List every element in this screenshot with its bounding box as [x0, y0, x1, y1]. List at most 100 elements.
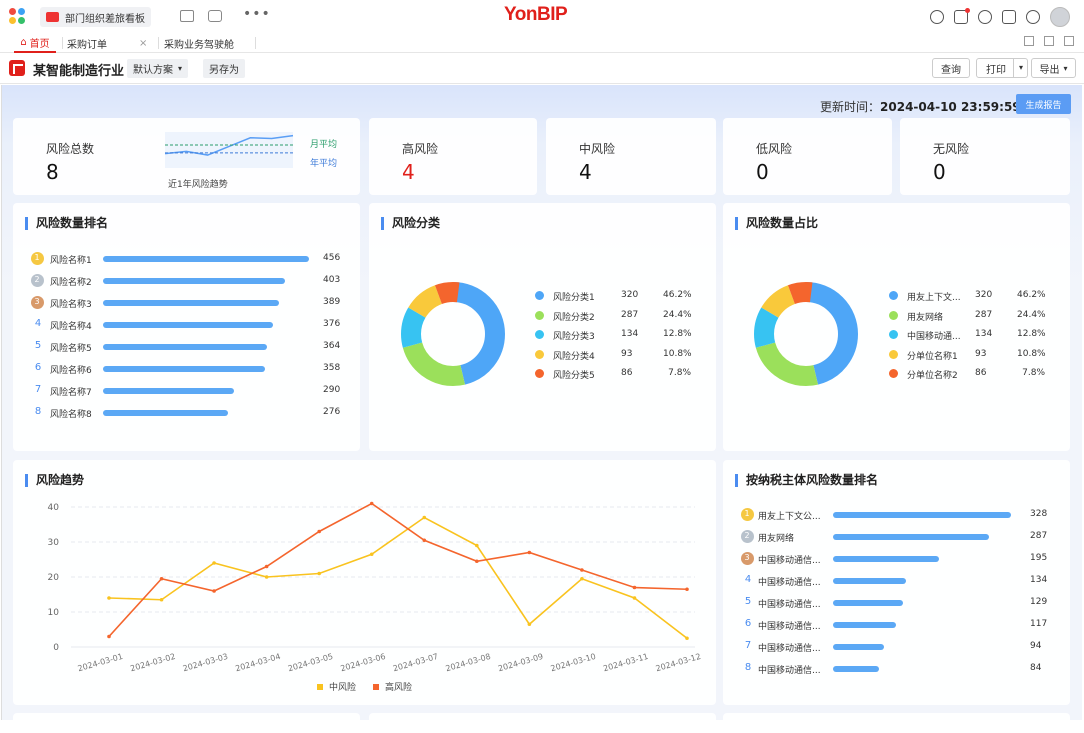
app-grid-icon[interactable]	[9, 8, 27, 26]
rank-value: 376	[323, 319, 341, 329]
tab-purchase-order[interactable]: 采购订单 ×	[67, 33, 147, 53]
rank-number: 1	[34, 253, 40, 262]
save-as-button[interactable]: 另存为	[203, 59, 245, 78]
rank-number: 6	[34, 362, 42, 373]
tab-home[interactable]: ⌂ 首页	[14, 33, 56, 53]
data-point	[317, 571, 321, 576]
data-point	[159, 597, 164, 602]
generate-report-button[interactable]: 生成报告	[1016, 94, 1071, 114]
rank-row: 5 风险名称5 364	[31, 340, 351, 354]
rank-bar	[103, 300, 279, 306]
print-label: 打印	[986, 64, 1006, 76]
rank-name: 中国移动通信...	[758, 578, 821, 588]
legend-dot	[889, 330, 898, 339]
rank-row: 4 中国移动通信... 134	[741, 574, 1071, 588]
data-point	[107, 596, 111, 600]
avatar[interactable]	[1050, 7, 1070, 27]
tab-purchase-cockpit[interactable]: 采购业务驾驶舱	[164, 33, 234, 53]
card-title: 风险趋势	[25, 474, 84, 487]
rank-value: 456	[323, 253, 341, 263]
plan-select[interactable]: 默认方案 ▾	[127, 59, 189, 78]
print-button[interactable]: 打印 ▾	[976, 58, 1028, 78]
legend-percent: 10.8%	[1017, 348, 1046, 359]
rank-name: 用友网络	[758, 534, 795, 544]
rank-value: 134	[1030, 575, 1048, 585]
tabs-bar: ⌂ 首页 采购订单 × 采购业务驾驶舱	[0, 33, 1084, 53]
rank-value: 358	[323, 363, 341, 373]
rank-row: 7 中国移动通信... 94	[741, 640, 1071, 654]
page-title: 某智能制造行业	[33, 64, 125, 79]
rank-number: 3	[744, 553, 750, 562]
bar-track	[103, 366, 309, 372]
upload-icon[interactable]	[1044, 36, 1054, 46]
rank-bar	[103, 322, 273, 328]
data-point	[580, 576, 584, 581]
rank-bar	[103, 410, 228, 416]
rank-number: 7	[34, 384, 42, 395]
update-time: 更新时间：2024-04-10 23:59:59	[820, 98, 1021, 115]
expand-icon[interactable]	[1064, 36, 1074, 46]
rank-row: 3 风险名称3 389	[31, 296, 351, 310]
medal-icon	[741, 530, 754, 543]
settings-icon[interactable]	[1026, 10, 1040, 24]
card-title: 风险分类	[381, 217, 440, 230]
help-icon[interactable]	[930, 10, 944, 24]
card-title: 按纳税主体风险数量排名	[735, 474, 878, 487]
donut-slice	[401, 282, 505, 386]
chevron-down-icon[interactable]: ▾	[1013, 59, 1028, 77]
calculator-icon[interactable]	[180, 10, 194, 22]
layout-icon[interactable]	[1024, 36, 1034, 46]
x-tick-label: 2024-03-02	[129, 652, 176, 673]
kpi-card-medium: 中风险 4	[546, 118, 716, 195]
rank-bar	[103, 256, 309, 262]
risk-share-card: 风险数量占比 用友上下文... 320 46.2% 用友网络 287 24.4% 中国移动通…	[723, 203, 1070, 451]
rank-bar	[833, 556, 939, 562]
rank-row: 1 风险名称1 456	[31, 252, 351, 266]
close-icon[interactable]: ×	[139, 37, 148, 49]
rank-name: 中国移动通信...	[758, 600, 821, 610]
data-point	[475, 559, 479, 564]
rank-number: 4	[744, 574, 752, 585]
legend-swatch	[317, 684, 323, 690]
rank-name: 风险名称2	[50, 278, 92, 288]
export-button[interactable]: 导出 ▾	[1031, 58, 1076, 78]
app-tab[interactable]: 部门组织差旅看板	[40, 7, 151, 27]
rank-row: 2 风险名称2 403	[31, 274, 351, 288]
bar-track	[833, 534, 1011, 540]
bar-track	[103, 322, 309, 328]
sparkline-year-label: 年平均	[310, 159, 338, 169]
legend-value: 320	[621, 290, 639, 300]
bar-track	[103, 278, 309, 284]
message-icon[interactable]	[954, 8, 970, 24]
y-tick-label: 30	[48, 538, 60, 548]
page-icon	[9, 60, 25, 76]
data-point	[422, 538, 427, 543]
card-icon[interactable]	[208, 10, 222, 22]
plan-label: 默认方案	[133, 65, 173, 76]
legend-label: 中风险	[329, 681, 356, 693]
legend-value: 320	[975, 290, 993, 300]
medal-icon	[741, 508, 754, 521]
series-line	[108, 516, 688, 639]
x-tick-label: 2024-03-10	[550, 652, 597, 673]
rank-name: 用友上下文公...	[758, 512, 821, 522]
query-button[interactable]: 查询	[932, 58, 970, 78]
more-icon[interactable]: •••	[243, 6, 271, 22]
legend-percent: 10.8%	[663, 348, 692, 359]
rank-name: 风险名称5	[50, 344, 92, 354]
bottom-card	[369, 713, 716, 733]
headset-icon[interactable]	[978, 10, 992, 24]
kpi-label: 无风险	[933, 142, 970, 156]
rank-number: 5	[34, 340, 42, 351]
calendar-icon[interactable]	[1002, 10, 1016, 24]
card-title: 风险数量排名	[25, 217, 108, 230]
rank-bar	[103, 344, 268, 350]
rank-name: 中国移动通信...	[758, 644, 821, 654]
rank-name: 中国移动通信...	[758, 556, 821, 566]
donut-slice	[754, 282, 858, 386]
rank-number: 8	[744, 662, 752, 673]
rank-number: 2	[34, 275, 40, 284]
legend-label: 高风险	[385, 681, 412, 693]
app-tab-label: 部门组织差旅看板	[65, 13, 145, 25]
